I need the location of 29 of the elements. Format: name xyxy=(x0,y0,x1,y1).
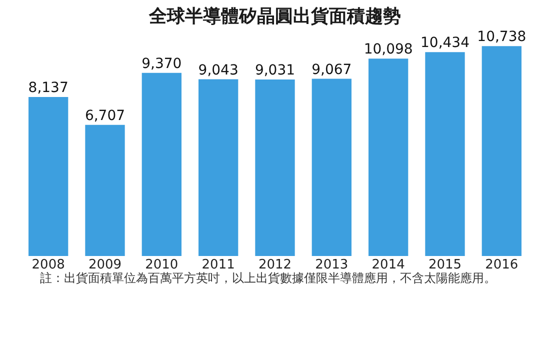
bar xyxy=(368,58,408,256)
data-label: 10,434 xyxy=(420,35,470,52)
data-label: 9,043 xyxy=(198,62,238,78)
data-label: 8,137 xyxy=(28,80,68,96)
data-label: 10,738 xyxy=(477,29,526,46)
x-tick-label: 2012 xyxy=(258,258,292,272)
x-tick-label: 2010 xyxy=(145,258,178,272)
x-tick-label: 2011 xyxy=(202,258,235,272)
bar xyxy=(255,79,295,256)
chart-title: 全球半導體矽晶圓出貨面積趨勢 xyxy=(148,6,401,28)
bar xyxy=(425,52,465,256)
x-tick-label: 2015 xyxy=(428,258,462,272)
bar xyxy=(482,46,522,256)
data-label: 6,707 xyxy=(84,108,126,124)
x-tick-label: 2008 xyxy=(32,258,65,272)
bar xyxy=(142,72,182,256)
x-tick-label: 2016 xyxy=(485,258,518,272)
x-tick-label: 2009 xyxy=(88,258,122,272)
bar xyxy=(28,96,68,256)
x-tick-label: 2014 xyxy=(372,258,405,272)
data-label: 10,098 xyxy=(364,42,413,58)
data-label: 9,067 xyxy=(312,62,352,78)
text: 註：出貨面積單位為百萬平方英吋，以上出貨數據僅限半導體應用，不含太陽能應用。 xyxy=(40,271,497,286)
data-label: 9,370 xyxy=(142,56,182,72)
bar xyxy=(312,78,352,256)
bar xyxy=(85,124,125,256)
bar xyxy=(198,79,238,256)
x-tick-label: 2013 xyxy=(315,258,348,272)
data-label: 9,031 xyxy=(254,62,296,78)
